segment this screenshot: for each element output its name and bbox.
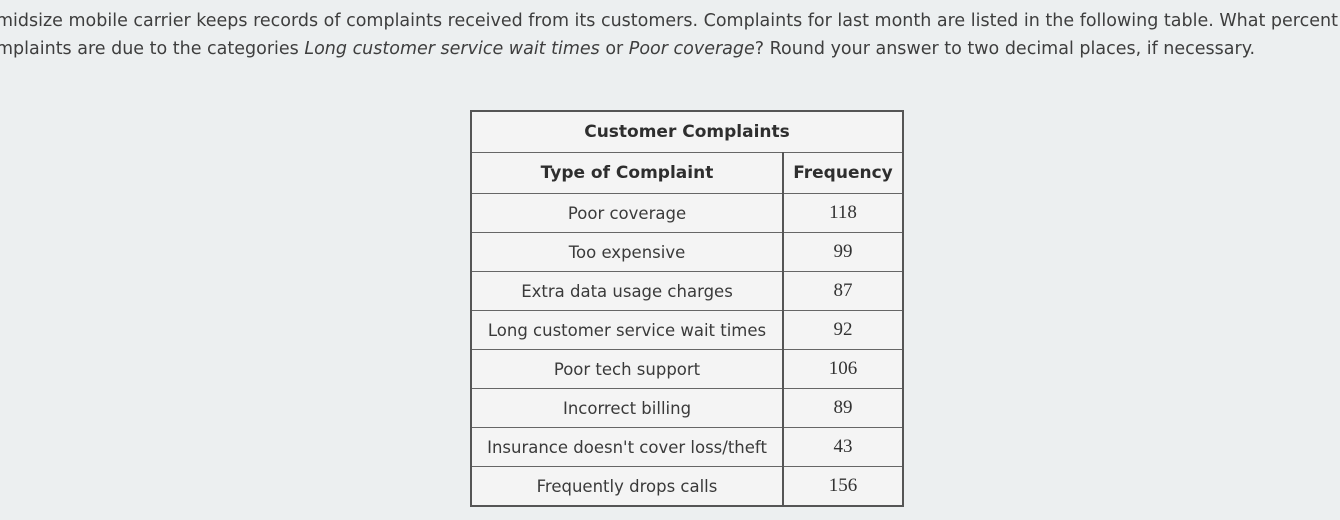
complaint-type-cell: Poor tech support <box>470 349 784 389</box>
complaint-type-cell: Poor coverage <box>470 193 784 233</box>
table-row: Frequently drops calls 156 <box>470 466 904 507</box>
table-row: Insurance doesn't cover loss/theft 43 <box>470 427 904 467</box>
table-caption: Customer Complaints <box>470 110 904 153</box>
question-line-2: mplaints are due to the categories Long … <box>0 39 1255 59</box>
question-text-2-prefix: mplaints are due to the categories <box>0 39 305 59</box>
complaint-type-cell: Incorrect billing <box>470 388 784 428</box>
frequency-cell: 89 <box>782 388 904 428</box>
table-row: Incorrect billing 89 <box>470 388 904 428</box>
complaint-type-cell: Too expensive <box>470 232 784 272</box>
frequency-cell: 106 <box>782 349 904 389</box>
frequency-cell: 99 <box>782 232 904 272</box>
frequency-cell: 118 <box>782 193 904 233</box>
question-text-1: midsize mobile carrier keeps records of … <box>0 11 1340 31</box>
complaint-type-cell: Extra data usage charges <box>470 271 784 311</box>
frequency-cell: 43 <box>782 427 904 467</box>
question-text-2-suffix: ? Round your answer to two decimal place… <box>754 39 1256 59</box>
complaint-type-cell: Frequently drops calls <box>470 466 784 507</box>
table-row: Too expensive 99 <box>470 232 904 272</box>
question-text-or: or <box>599 39 629 59</box>
complaints-table: Customer Complaints Type of Complaint Fr… <box>470 110 904 507</box>
complaint-type-cell: Long customer service wait times <box>470 310 784 350</box>
category-long-wait: Long customer service wait times <box>304 39 600 59</box>
header-type-of-complaint: Type of Complaint <box>470 152 784 194</box>
question-line-1: midsize mobile carrier keeps records of … <box>0 11 1340 31</box>
category-poor-coverage: Poor coverage <box>628 39 755 59</box>
table-row: Poor coverage 118 <box>470 193 904 233</box>
frequency-cell: 156 <box>782 466 904 507</box>
table-row: Long customer service wait times 92 <box>470 310 904 350</box>
header-frequency: Frequency <box>782 152 904 194</box>
table-row: Extra data usage charges 87 <box>470 271 904 311</box>
complaint-type-cell: Insurance doesn't cover loss/theft <box>470 427 784 467</box>
frequency-cell: 87 <box>782 271 904 311</box>
table-row: Poor tech support 106 <box>470 349 904 389</box>
frequency-cell: 92 <box>782 310 904 350</box>
